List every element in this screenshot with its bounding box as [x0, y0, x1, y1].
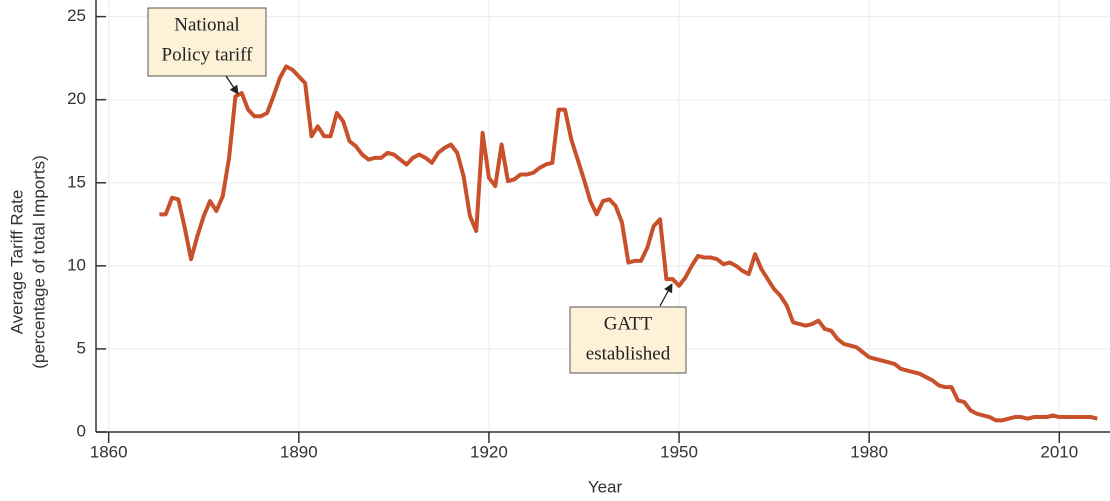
- annotation-box: [569, 306, 687, 374]
- annotation-text: established: [586, 343, 671, 364]
- y-tick-label: 5: [77, 338, 86, 357]
- data-line: [159, 64, 1098, 423]
- y-tick-label: 20: [67, 89, 86, 108]
- x-tick-label: 1890: [280, 442, 318, 461]
- x-tick-label: 1860: [90, 442, 128, 461]
- y-tick-label: 10: [67, 255, 86, 274]
- annotation-box: [147, 7, 267, 77]
- x-tick-label: 1920: [470, 442, 508, 461]
- x-axis-label: Year: [588, 477, 623, 496]
- x-tick-label: 1950: [660, 442, 698, 461]
- y-tick-label: 15: [67, 172, 86, 191]
- annotation-text: Policy tariff: [162, 44, 254, 65]
- y-tick-label: 25: [67, 6, 86, 25]
- y-axis-label: Average Tariff Rate: [7, 190, 26, 335]
- x-tick-label: 1980: [850, 442, 888, 461]
- y-tick-label: 0: [77, 421, 86, 440]
- y-axis-label: (percentage of total Imports): [29, 155, 48, 369]
- x-tick-label: 2010: [1040, 442, 1078, 461]
- annotation-arrow: [225, 75, 239, 95]
- annotation-text: GATT: [604, 313, 653, 334]
- annotation-arrow: [659, 283, 673, 307]
- annotation-text: National: [174, 14, 239, 35]
